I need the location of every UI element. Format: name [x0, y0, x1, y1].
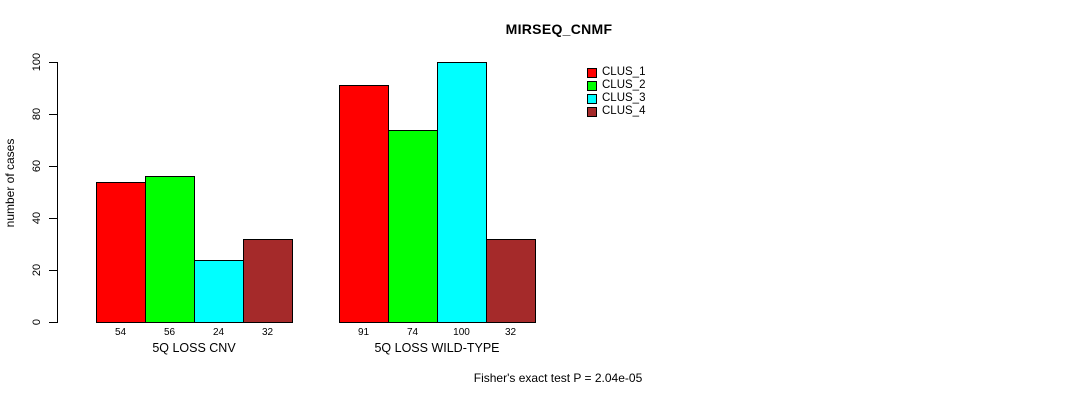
- bar-value-label: 56: [163, 327, 176, 338]
- y-axis-tick: [49, 218, 57, 219]
- bar-value-label: 24: [212, 327, 225, 338]
- bar-5q-loss-wild-type-clus_4: [486, 239, 536, 323]
- group-label-5q-loss-wild-type: 5Q LOSS WILD-TYPE: [374, 341, 500, 355]
- legend-label: CLUS_3: [602, 92, 646, 104]
- y-axis-tick-label: 60: [31, 159, 43, 173]
- legend-label: CLUS_1: [602, 66, 646, 78]
- bar-value-label: 32: [261, 327, 274, 338]
- annotation-text: Fisher's exact test P = 2.04e-05: [473, 371, 643, 385]
- y-axis-tick: [49, 62, 57, 63]
- y-axis-tick-label: 80: [31, 107, 43, 121]
- bar-value-label: 32: [504, 327, 517, 338]
- bar-value-label: 100: [453, 327, 470, 338]
- legend-row: CLUS_3: [587, 92, 645, 105]
- legend-row: CLUS_4: [587, 105, 645, 118]
- legend: CLUS_1 CLUS_2 CLUS_3 CLUS_4: [587, 66, 645, 118]
- bar-5q-loss-wild-type-clus_1: [339, 85, 389, 323]
- y-axis-tick: [49, 322, 57, 323]
- legend-row: CLUS_1: [587, 66, 645, 79]
- legend-swatch-icon: [587, 106, 597, 117]
- bar-value-label: 54: [114, 327, 127, 338]
- group-label-5q-loss-cnv: 5Q LOSS CNV: [152, 341, 236, 355]
- legend-swatch-icon: [587, 80, 597, 91]
- bar-value-label: 74: [406, 327, 419, 338]
- y-axis-tick: [49, 166, 57, 167]
- bar-5q-loss-wild-type-clus_3: [437, 62, 487, 323]
- y-axis-tick-label: 20: [31, 263, 43, 277]
- chart-title: MIRSEQ_CNMF: [505, 21, 613, 37]
- y-axis-tick: [49, 270, 57, 271]
- y-axis-line: [57, 62, 58, 323]
- y-axis-tick-label: 40: [31, 211, 43, 225]
- bar-5q-loss-wild-type-clus_2: [388, 130, 438, 323]
- legend-swatch-icon: [587, 67, 597, 78]
- y-axis-tick-label: 0: [31, 318, 43, 326]
- bar-5q-loss-cnv-clus_4: [243, 239, 293, 323]
- legend-row: CLUS_2: [587, 79, 645, 92]
- y-axis-label-text: number of cases: [3, 138, 17, 228]
- legend-label: CLUS_4: [602, 105, 646, 117]
- bar-5q-loss-cnv-clus_1: [96, 182, 146, 323]
- y-axis-tick-label: 100: [31, 52, 43, 72]
- bar-5q-loss-cnv-clus_2: [145, 176, 195, 323]
- y-axis-tick: [49, 114, 57, 115]
- legend-label: CLUS_2: [602, 79, 646, 91]
- legend-swatch-icon: [587, 93, 597, 104]
- bar-5q-loss-cnv-clus_3: [194, 260, 244, 323]
- bar-value-label: 91: [357, 327, 370, 338]
